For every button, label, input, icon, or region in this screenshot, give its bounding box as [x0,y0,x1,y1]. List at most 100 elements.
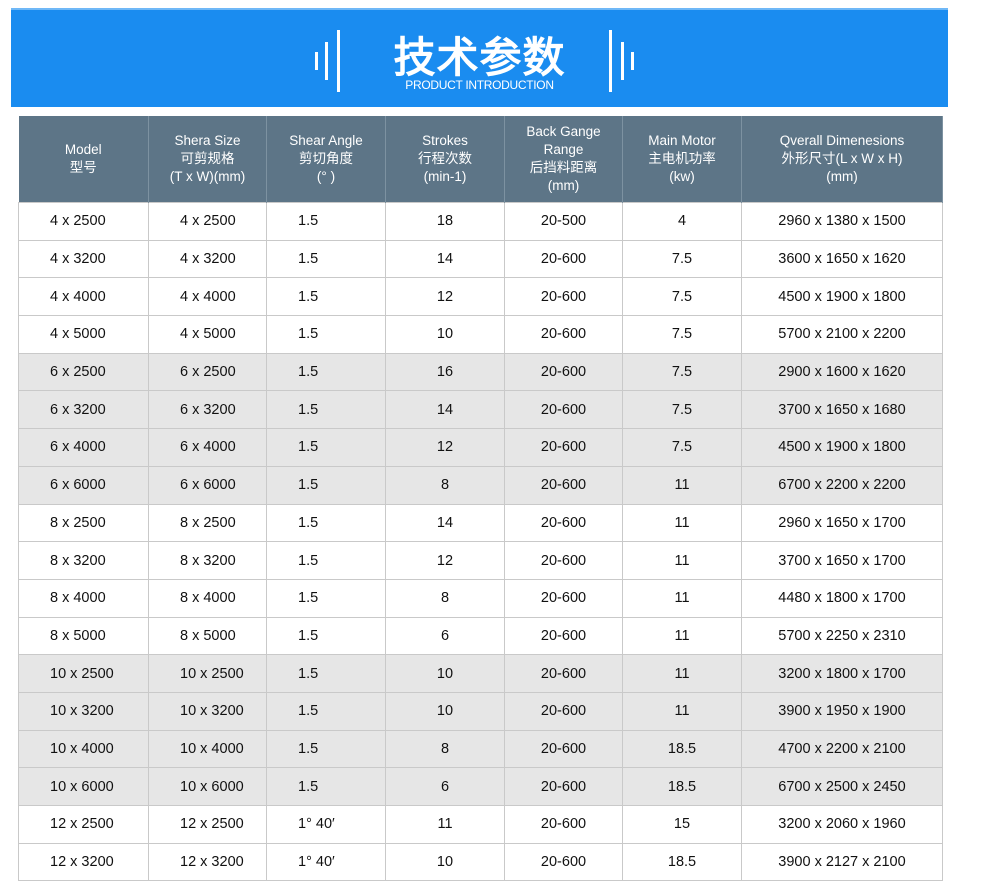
table-cell: 11 [622,465,742,505]
table-row: 12 x 2500 12 x 2500 1° 40′ 11 20-600 15 3200 x… [18,805,943,844]
column-header-line: Shear Angle [289,133,363,148]
table-cell: 20-500 [504,202,623,241]
table-cell: 8 x 5000 [148,616,267,656]
table-cell: 4 x 5000 [18,315,149,354]
table-cell: 20-600 [504,352,623,392]
table-cell: 20-600 [504,277,623,317]
table-cell: 6 x 4000 [18,428,149,467]
table-cell: 6 x 4000 [148,428,267,467]
table-cell: 7.5 [622,315,742,354]
table-cell: 18.5 [622,842,742,881]
table-cell: 4 x 5000 [148,315,267,354]
table-cell: 10 x 4000 [148,729,267,769]
table-row: 4 x 5000 4 x 5000 1.5 10 20-600 7.5 5700 x 210… [18,315,943,354]
table-cell: 1.5 [266,202,386,241]
table-cell: 20-600 [504,729,623,769]
table-cell: 20-600 [504,691,623,731]
table-cell: 10 x 2500 [148,654,267,693]
table-cell: 4500 x 1900 x 1800 [741,428,943,467]
table-cell: 6 x 3200 [18,390,149,430]
column-header: Back Gange Range 后挡料距离 (mm) [504,116,623,203]
table-cell: 7.5 [622,277,742,317]
table-cell: 1.5 [266,654,386,693]
table-cell: 15 [622,805,742,844]
sound-bars-right-icon [609,30,649,92]
table-row: 6 x 4000 6 x 4000 1.5 12 20-600 7.5 4500 x 190… [18,428,943,467]
table-cell: 6 x 6000 [18,465,149,505]
table-row: 8 x 5000 8 x 5000 1.5 6 20-600 11 5700 x 2250 … [18,616,943,656]
table-cell: 8 x 3200 [148,541,267,580]
column-header-line: 后挡料距离 [529,160,598,175]
column-header-line: (° ) [316,169,336,184]
table-row: 12 x 3200 12 x 3200 1° 40′ 10 20-600 18.5 3900… [18,842,943,881]
table-cell: 6 x 6000 [148,465,267,505]
table-cell: 20-600 [504,654,623,693]
table-cell: 20-600 [504,239,623,279]
column-header-line: 剪切角度 [299,151,353,166]
table-cell: 4700 x 2200 x 2100 [741,729,943,769]
column-header: Shera Size 可剪规格 (T x W)(mm) [148,116,267,203]
table-cell: 11 [622,578,742,618]
table-cell: 8 [385,578,505,618]
table-cell: 1.5 [266,578,386,618]
table-cell: 20-600 [504,503,623,543]
table-cell: 8 x 3200 [18,541,149,580]
table-row: 4 x 4000 4 x 4000 1.5 12 20-600 7.5 4500 x 190… [18,277,943,317]
column-header-line: 主电机功率 [648,151,716,166]
table-cell: 7.5 [622,239,742,279]
table-cell: 2900 x 1600 x 1620 [741,352,943,392]
table-cell: 14 [385,503,505,543]
table-cell: 1.5 [266,428,386,467]
table-cell: 1.5 [266,315,386,354]
table-cell: 8 x 4000 [148,578,267,618]
table-cell: 4500 x 1900 x 1800 [741,277,943,317]
table-cell: 10 x 2500 [18,654,149,693]
table-cell: 11 [622,691,742,731]
table-cell: 4 x 3200 [18,239,149,279]
table-cell: 20-600 [504,616,623,656]
column-header-line: (mm) [547,178,580,193]
table-cell: 1.5 [266,352,386,392]
table-cell: 4 [622,202,742,241]
table-cell: 6 x 2500 [148,352,267,392]
table-row: 4 x 2500 4 x 2500 1.5 18 20-500 4 2960 x 1380 … [18,202,943,241]
column-header: Model 型号 [18,116,149,203]
table-cell: 20-600 [504,428,623,467]
table-cell: 20-600 [504,541,623,580]
table-row: 6 x 3200 6 x 3200 1.5 14 20-600 7.5 3700 x 165… [18,390,943,430]
table-cell: 3200 x 2060 x 1960 [741,805,943,844]
table-cell: 5700 x 2250 x 2310 [741,616,943,656]
table-cell: 1.5 [266,503,386,543]
table-cell: 4 x 4000 [148,277,267,317]
table-cell: 7.5 [622,428,742,467]
table-cell: 3900 x 2127 x 2100 [741,842,943,881]
spec-table: Model 型号 Shera Size 可剪规格 (T x W)(mm) Shear An… [18,116,943,881]
table-cell: 10 x 3200 [18,691,149,731]
table-cell: 14 [385,239,505,279]
table-cell: 1.5 [266,390,386,430]
table-cell: 3600 x 1650 x 1620 [741,239,943,279]
column-header: Shear Angle 剪切角度 (° ) [266,116,386,203]
table-cell: 11 [622,654,742,693]
table-cell: 7.5 [622,352,742,392]
table-cell: 3700 x 1650 x 1680 [741,390,943,430]
table-row: 8 x 4000 8 x 4000 1.5 8 20-600 11 4480 x 1800 … [18,578,943,618]
table-cell: 12 [385,428,505,467]
table-cell: 8 x 5000 [18,616,149,656]
column-header-line: 可剪规格 [180,151,235,166]
table-cell: 18.5 [622,729,742,769]
title-banner: 技术参数 PRODUCT INTRODUCTION [11,8,948,107]
column-header-line: 行程次数 [418,151,472,166]
table-cell: 3200 x 1800 x 1700 [741,654,943,693]
table-cell: 18.5 [622,767,742,806]
table-cell: 1.5 [266,767,386,806]
table-cell: 12 x 3200 [148,842,267,881]
table-cell: 16 [385,352,505,392]
table-cell: 3900 x 1950 x 1900 [741,691,943,731]
column-header-line: Back Gange [526,124,601,139]
table-cell: 10 [385,691,505,731]
table-cell: 1.5 [266,616,386,656]
column-header: Strokes 行程次数 (min-1) [385,116,505,203]
table-cell: 14 [385,390,505,430]
column-header-line: Shera Size [174,133,241,148]
